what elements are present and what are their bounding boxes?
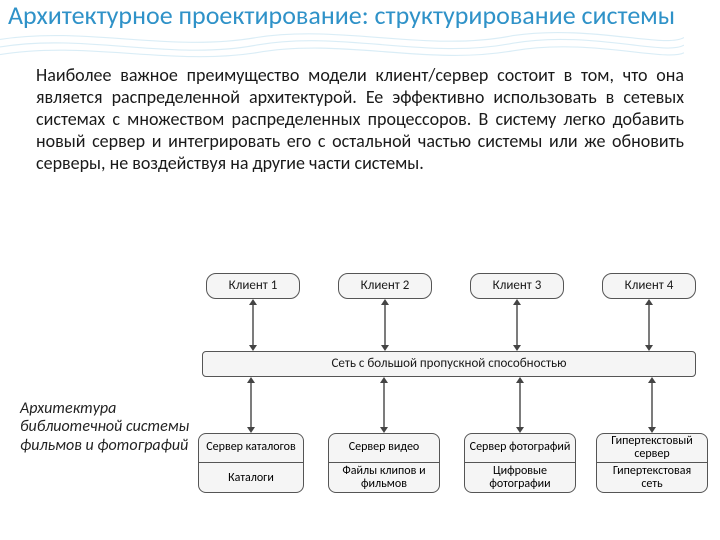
client-node-4: Клиент 4 — [602, 273, 696, 299]
server-top: Сервер каталогов — [199, 434, 303, 463]
title-decoration — [0, 28, 684, 66]
page-title: Архитектурное проектирование: структурир… — [8, 2, 708, 29]
client-node-2: Клиент 2 — [338, 273, 432, 299]
server-bottom: Цифровые фотографии — [465, 463, 575, 493]
diagram-caption: Архитектура библиотечной системы фильмов… — [20, 400, 190, 455]
server-bottom: Гипертекстовая сеть — [597, 463, 707, 493]
server-node-1: Сервер каталоговКаталоги — [198, 433, 304, 493]
server-top: Сервер фотографий — [465, 434, 575, 463]
client-node-1: Клиент 1 — [206, 273, 300, 299]
network-bus: Сеть с большой пропускной способностью — [202, 351, 696, 377]
body-paragraph: Наиболее важное преимущество модели клие… — [36, 65, 684, 175]
server-bottom: Каталоги — [199, 463, 303, 493]
client-node-3: Клиент 3 — [470, 273, 564, 299]
server-bottom: Файлы клипов и фильмов — [329, 463, 439, 493]
server-node-4: Гипертекстовый серверГипертекстовая сеть — [596, 433, 708, 493]
server-top: Сервер видео — [329, 434, 439, 463]
slide: Архитектурное проектирование: структурир… — [0, 0, 720, 540]
architecture-diagram: Клиент 1 Клиент 2 Клиент 3 Клиент 4 Сеть с б… — [180, 265, 710, 525]
server-node-3: Сервер фотографийЦифровые фотографии — [464, 433, 576, 493]
server-top: Гипертекстовый сервер — [597, 434, 707, 463]
server-node-2: Сервер видеоФайлы клипов и фильмов — [328, 433, 440, 493]
